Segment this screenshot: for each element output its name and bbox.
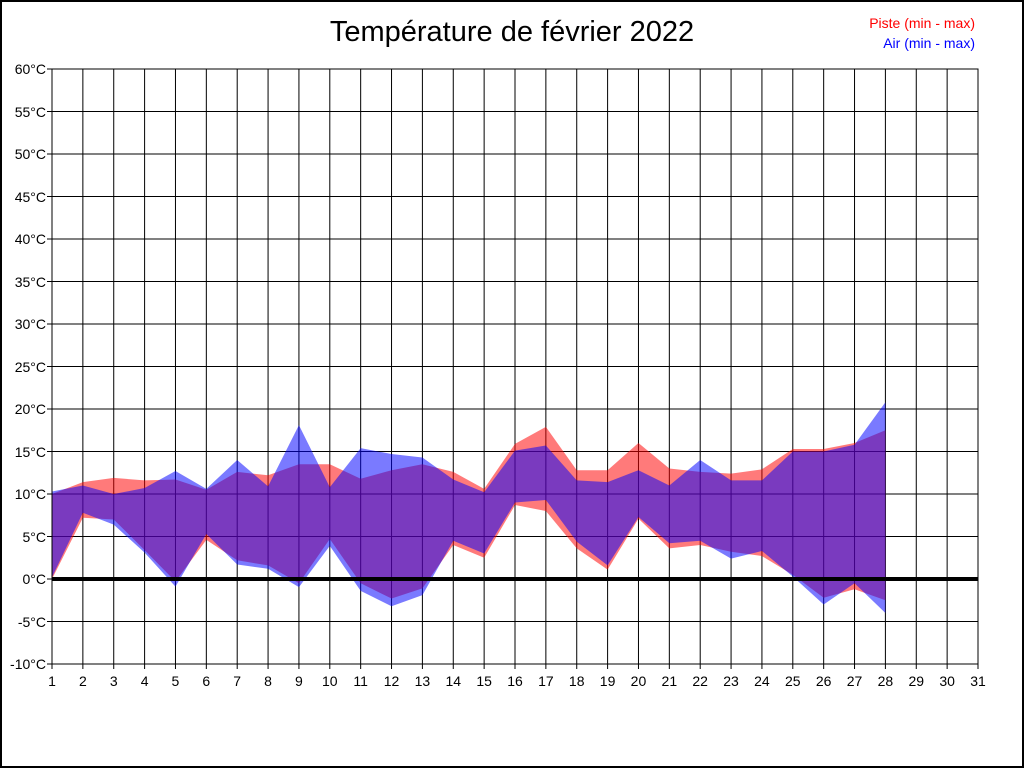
y-tick-label: 15°C: [14, 443, 46, 460]
y-tick-label: 25°C: [14, 358, 46, 375]
x-tick-label: 31: [970, 673, 986, 689]
x-tick-label: 14: [445, 673, 462, 689]
x-tick-label: 26: [815, 673, 832, 689]
x-tick-label: 16: [507, 673, 523, 689]
x-tick-label: 4: [140, 673, 149, 689]
x-tick-label: 19: [599, 673, 616, 689]
x-tick-label: 22: [692, 673, 708, 689]
y-tick-label: 40°C: [14, 231, 46, 247]
chart-title: Température de février 2022: [329, 16, 695, 48]
x-tick-label: 28: [877, 673, 894, 689]
y-tick-label: 60°C: [14, 61, 46, 77]
y-tick-label: 10°C: [14, 486, 46, 502]
y-tick-label: 55°C: [14, 103, 46, 120]
x-tick-label: 20: [630, 673, 647, 689]
y-tick-label: 0°C: [22, 571, 47, 587]
x-tick-label: 30: [939, 673, 955, 689]
x-tick-label: 10: [322, 673, 338, 689]
x-tick-label: 18: [568, 673, 585, 689]
legend-item-air: Air (min - max): [883, 35, 975, 51]
x-tick-label: 24: [754, 673, 770, 689]
x-tick-label: 13: [414, 673, 431, 689]
x-tick-label: 23: [723, 673, 739, 689]
x-tick-label: 1: [48, 673, 56, 689]
x-tick-label: 7: [233, 673, 242, 689]
y-tick-label: 50°C: [14, 146, 46, 162]
y-tick-label: -5°C: [17, 613, 46, 630]
x-tick-label: 6: [202, 673, 211, 689]
legend-item-piste: Piste (min - max): [869, 15, 975, 31]
y-tick-label: 35°C: [14, 273, 46, 290]
air-minmax-band: [52, 402, 886, 613]
x-tick-label: 17: [538, 673, 554, 689]
x-tick-label: 2: [78, 673, 87, 689]
x-tick-label: 21: [661, 673, 678, 689]
x-tick-label: 27: [846, 673, 863, 689]
x-tick-label: 25: [785, 673, 801, 689]
x-tick-label: 11: [353, 673, 368, 689]
plot-border: [51, 68, 979, 665]
x-tick-label: 3: [109, 673, 118, 689]
y-tick-label: 45°C: [14, 188, 46, 205]
y-tick-label: 30°C: [14, 316, 46, 332]
y-tick-label: -10°C: [10, 656, 46, 672]
x-tick-label: 5: [171, 673, 180, 689]
x-tick-label: 12: [383, 673, 400, 689]
chart-legend: Piste (min - max) Air (min - max): [869, 13, 975, 53]
x-tick-label: 15: [476, 673, 492, 689]
x-tick-label: 29: [908, 673, 925, 689]
y-tick-label: 5°C: [22, 528, 47, 545]
y-tick-label: 20°C: [14, 401, 46, 417]
x-tick-label: 8: [264, 673, 272, 689]
x-tick-label: 9: [295, 673, 303, 689]
